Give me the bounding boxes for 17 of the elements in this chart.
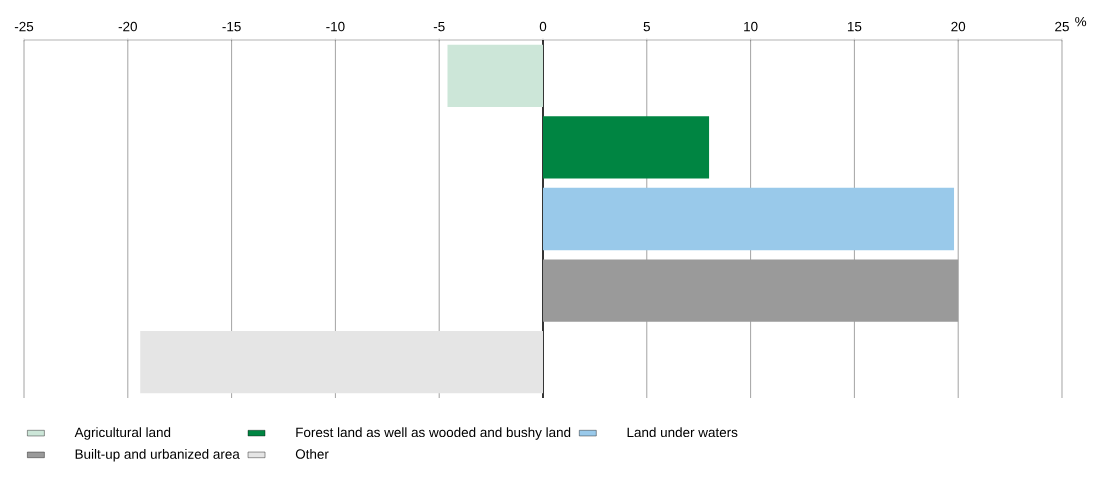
x-tick-label: -10 (326, 21, 345, 32)
x-tick-label: -5 (433, 21, 445, 32)
legend-label: Land under waters (627, 427, 738, 438)
x-tick-label: 0 (539, 21, 547, 32)
legend-label: Built-up and urbanized area (75, 449, 240, 462)
x-tick-label: 20 (951, 21, 966, 32)
x-tick-label: 25 (1055, 21, 1069, 32)
x-tick-label: -15 (222, 21, 241, 32)
x-axis-title: % (1075, 16, 1087, 27)
x-tick-label: -25 (14, 21, 34, 32)
legend-label: Other (295, 449, 329, 459)
legend-label: Agricultural land (74, 427, 171, 440)
x-tick-label: 15 (847, 21, 862, 32)
x-tick-label: -20 (118, 21, 137, 32)
x-tick-label: 5 (643, 21, 650, 32)
legend-label: Forest land as well as wooded and bushy land (296, 427, 571, 440)
x-tick-label: 10 (744, 21, 758, 32)
